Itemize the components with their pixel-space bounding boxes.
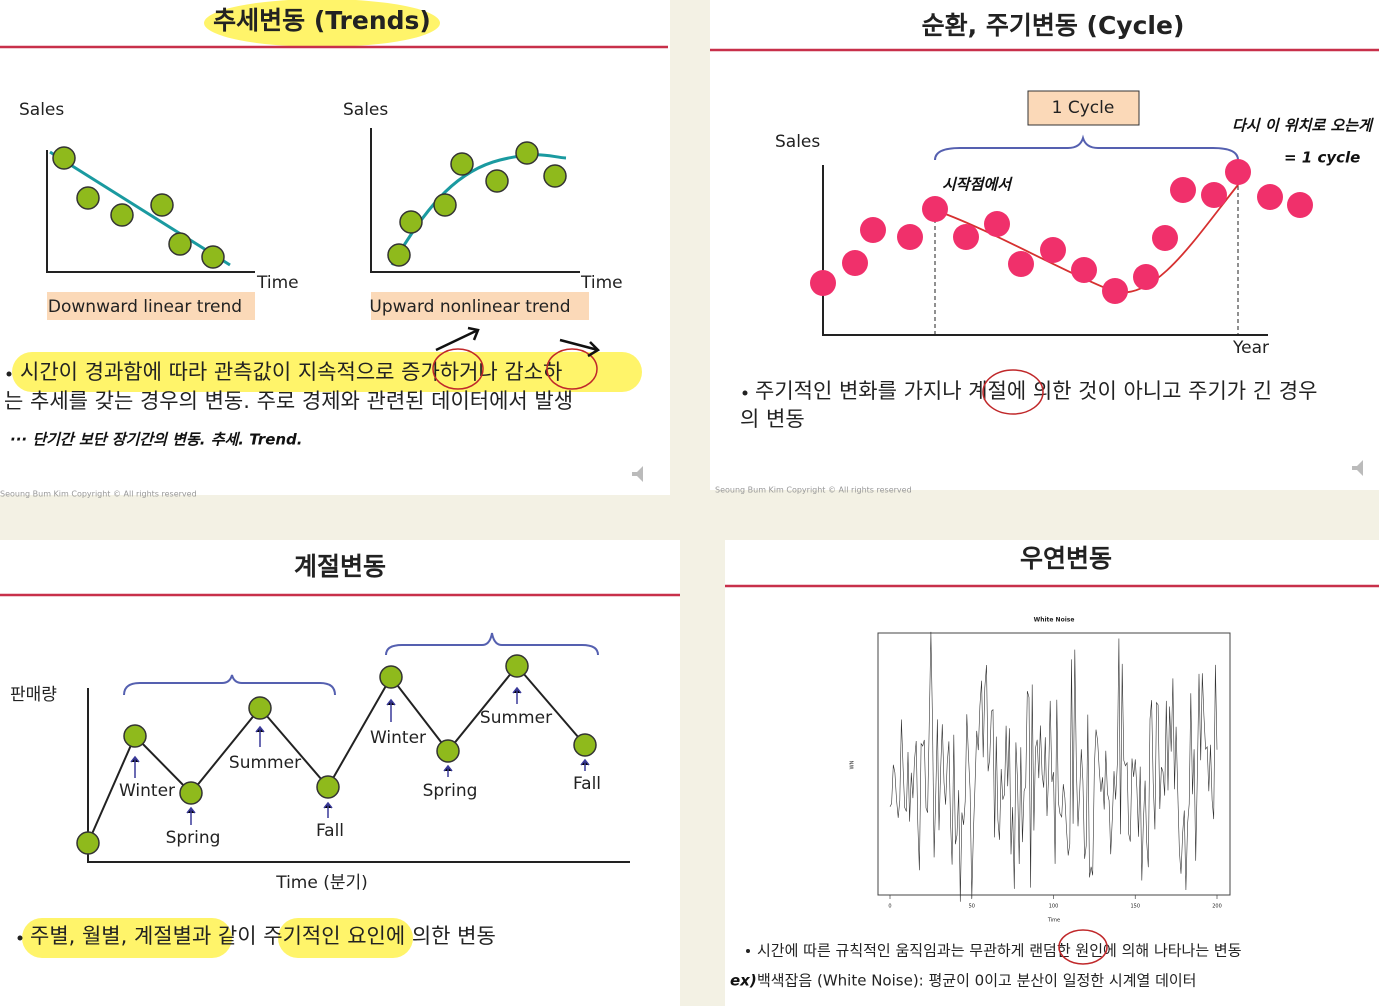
bullet-text: 주기적인 변화를 가지나 계절에 의한 것이 아니고 주기가 긴 경우: [755, 379, 1317, 403]
highlight: [12, 352, 642, 392]
bullet: [746, 949, 750, 953]
highlight: [204, 0, 440, 47]
x-tick-label: 0: [888, 904, 891, 910]
noise-line: [889, 631, 1218, 902]
x-label: Time: [580, 273, 623, 293]
x-tick-label: 100: [1049, 904, 1059, 910]
footer: Seoung Bum Kim Copyright © All rights re…: [0, 490, 197, 499]
points: [810, 159, 1313, 304]
bullet-text: 백색잡음 (White Noise): 평균이 0이고 분산이 일정한 시계열 …: [757, 972, 1196, 990]
annotation-circle: [982, 369, 1044, 415]
axes: [370, 128, 580, 273]
annotation-arrow: [435, 326, 601, 358]
season-label: Summer: [229, 753, 301, 773]
bullet: [17, 935, 23, 941]
bullet-text: 시간이 경과함에 따라 관측값이 지속적으로 증가하거나 감소하: [20, 360, 562, 384]
speaker-icon: [1352, 460, 1363, 476]
white-noise-plot: 0 50 100 150 200: [888, 631, 1222, 910]
highlight: [278, 918, 413, 958]
y-label: 판매량: [10, 685, 57, 705]
highlight: [22, 918, 232, 958]
caption: Downward linear trend: [48, 297, 242, 317]
handwritten-note: 시작점에서: [942, 176, 1013, 194]
x-label: Time: [256, 273, 299, 293]
season-label: Winter: [370, 728, 426, 748]
cycle-label: 1 Cycle: [1052, 98, 1115, 118]
pointer-arrows: [130, 686, 590, 825]
x-label: Time: [1047, 918, 1060, 924]
slide-title: 순환, 주기변동 (Cycle): [922, 11, 1185, 40]
season-label: Summer: [480, 708, 552, 728]
chart-title: White Noise: [1034, 617, 1075, 624]
x-label: Time (분기): [275, 873, 368, 893]
season-label: Winter: [119, 781, 175, 801]
brace: [123, 632, 599, 696]
handwritten-note: ··· 단기간 보단 장기간의 변동. 추세. Trend.: [10, 431, 303, 449]
points: [52, 146, 225, 269]
y-label: Sales: [19, 100, 64, 120]
slide-title: 추세변동 (Trends): [213, 6, 431, 35]
season-label: Spring: [423, 781, 478, 801]
y-label: Sales: [343, 100, 388, 120]
points: [387, 141, 567, 267]
bullet: [742, 390, 748, 396]
bullet-text: 는 추세를 갖는 경우의 변동. 주로 경제와 관련된 데이터에서 발생: [4, 389, 573, 413]
y-label: Sales: [775, 132, 820, 152]
annotation-circle: [546, 348, 598, 390]
bullet-text: 의 변동: [740, 407, 805, 431]
bullet-text: 시간에 따른 규칙적인 움직임과는 무관하게 랜덤한 원인에 의해 나타나는 변…: [757, 942, 1242, 960]
season-label: Spring: [166, 828, 221, 848]
cycle-box: [1027, 90, 1140, 126]
y-label: WN: [850, 760, 856, 769]
x-tick-label: 150: [1130, 904, 1140, 910]
slide-title: 우연변동: [1020, 544, 1112, 573]
bullet-text: 주별, 월별, 계절별과 같이 주기적인 요인에 의한 변동: [30, 924, 496, 948]
points: [76, 654, 597, 855]
bullet: [6, 371, 12, 377]
caption-box: [47, 292, 255, 320]
axes: [46, 150, 255, 273]
handwritten-note: 다시 이 위치로 오는게: [1232, 117, 1374, 135]
axes: [822, 165, 1268, 336]
trend-line: [49, 150, 231, 267]
slide-title: 계절변동: [294, 552, 386, 581]
caption: Upward nonlinear trend: [369, 297, 570, 317]
footer: Seoung Bum Kim Copyright © All rights re…: [715, 486, 912, 495]
brace: [934, 134, 1239, 161]
annotation-circle: [1058, 929, 1108, 965]
season-label: Fall: [573, 774, 601, 794]
season-label: Fall: [316, 821, 344, 841]
speaker-icon: [632, 466, 643, 482]
slide-bg: [0, 0, 670, 495]
plot-frame: [877, 632, 1231, 896]
axes: [87, 688, 630, 863]
caption-box: [371, 292, 589, 320]
annotation-circle: [432, 348, 484, 390]
x-tick-label: 200: [1212, 904, 1222, 910]
x-tick-label: 50: [969, 904, 975, 910]
handwritten-note: ex): [730, 972, 757, 990]
x-label: Year: [1232, 338, 1269, 358]
handwritten-note: = 1 cycle: [1284, 149, 1360, 167]
